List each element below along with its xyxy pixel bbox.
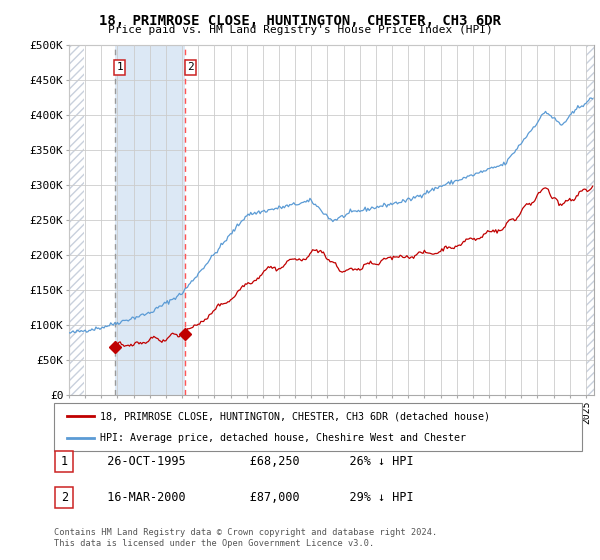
FancyBboxPatch shape — [55, 451, 73, 472]
FancyBboxPatch shape — [54, 403, 582, 451]
Text: HPI: Average price, detached house, Cheshire West and Chester: HPI: Average price, detached house, Ches… — [100, 433, 466, 443]
Bar — [115, 45, 185, 395]
Text: 18, PRIMROSE CLOSE, HUNTINGTON, CHESTER, CH3 6DR: 18, PRIMROSE CLOSE, HUNTINGTON, CHESTER,… — [99, 14, 501, 28]
Text: 2: 2 — [61, 491, 68, 505]
Text: 16-MAR-2000         £87,000       29% ↓ HPI: 16-MAR-2000 £87,000 29% ↓ HPI — [93, 491, 413, 505]
Text: Price paid vs. HM Land Registry's House Price Index (HPI): Price paid vs. HM Land Registry's House … — [107, 25, 493, 35]
Text: 1: 1 — [61, 455, 68, 468]
Text: 26-OCT-1995         £68,250       26% ↓ HPI: 26-OCT-1995 £68,250 26% ↓ HPI — [93, 455, 413, 468]
Text: 18, PRIMROSE CLOSE, HUNTINGTON, CHESTER, CH3 6DR (detached house): 18, PRIMROSE CLOSE, HUNTINGTON, CHESTER,… — [100, 411, 490, 421]
Text: Contains HM Land Registry data © Crown copyright and database right 2024.
This d: Contains HM Land Registry data © Crown c… — [54, 528, 437, 548]
FancyBboxPatch shape — [55, 487, 73, 508]
Text: 1: 1 — [116, 62, 123, 72]
Text: 2: 2 — [187, 62, 194, 72]
